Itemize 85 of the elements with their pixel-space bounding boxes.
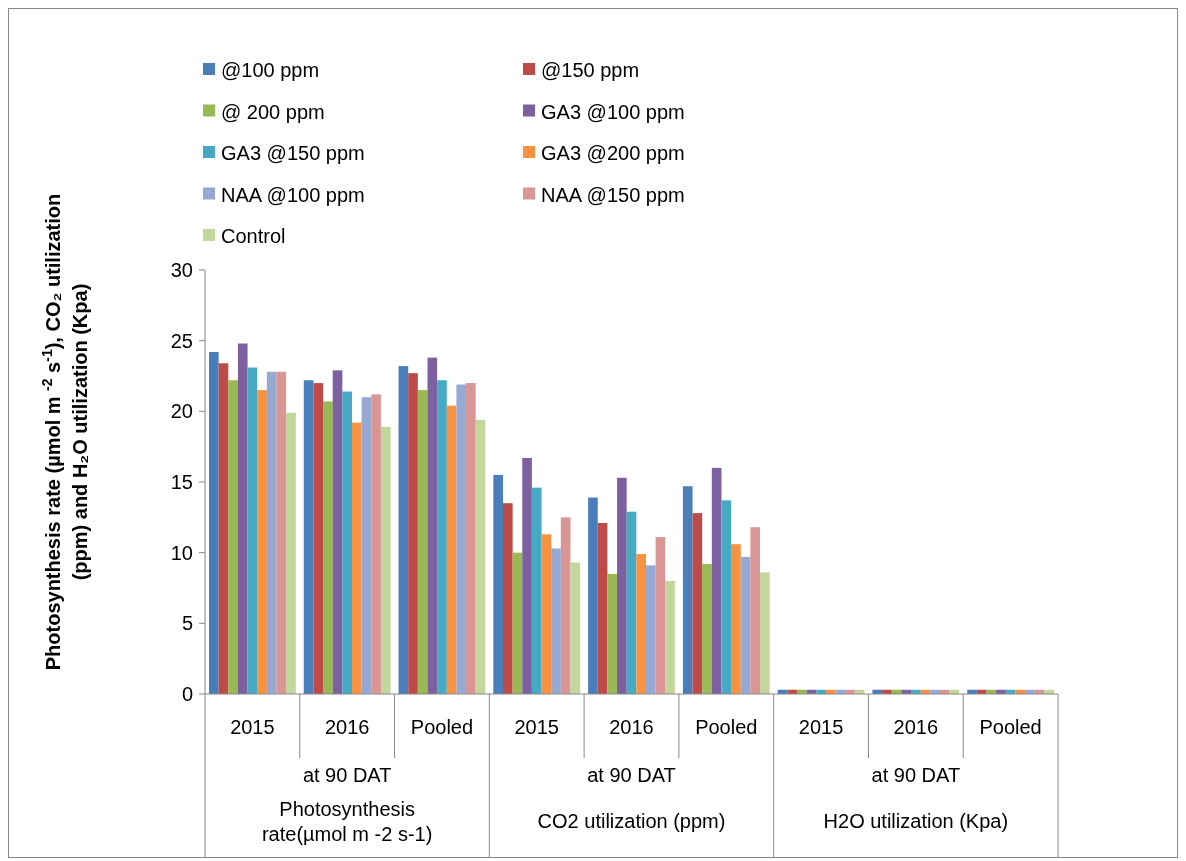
bar — [218, 363, 229, 694]
bar — [228, 380, 238, 694]
y-tick-label: 10 — [170, 541, 193, 564]
legend-label: Control — [221, 225, 286, 247]
text: CO2 utilization (ppm) — [537, 810, 726, 832]
bar — [522, 457, 532, 694]
bar — [408, 373, 418, 694]
bar — [731, 544, 741, 694]
bar — [645, 565, 656, 694]
legend-label: GA3 @150 ppm — [221, 142, 365, 164]
y-tick-label: 25 — [170, 329, 193, 352]
bar — [276, 371, 287, 694]
bar — [750, 527, 761, 694]
x-tick-label: 2016 — [609, 716, 654, 738]
bar — [332, 370, 343, 694]
bar — [313, 383, 324, 694]
bar — [475, 419, 486, 694]
x-tick-label: Pooled — [695, 716, 758, 738]
bar — [247, 367, 258, 694]
legend-label: @150 ppm — [541, 59, 640, 81]
y-tick-label: 20 — [170, 400, 193, 423]
bar — [209, 351, 219, 694]
bar — [588, 497, 598, 694]
bar — [682, 486, 693, 694]
bar — [541, 534, 552, 694]
bar — [551, 548, 561, 694]
bar — [446, 405, 457, 694]
bar — [427, 357, 438, 694]
text: H2O utilization (Kpa) — [823, 810, 1009, 832]
x-tick-label: 2016 — [893, 716, 939, 738]
bar — [466, 383, 476, 694]
y-tick-label: 30 — [170, 259, 193, 281]
bar — [371, 394, 381, 694]
bar — [570, 562, 581, 694]
bar — [597, 522, 608, 694]
bar — [560, 517, 571, 694]
bar — [237, 343, 248, 694]
x-tick-label: Pooled — [410, 716, 474, 738]
bar — [456, 384, 467, 694]
text: at 90 DAT — [587, 764, 676, 786]
text: Photosynthesis rate(µmol m -2 s-1) — [261, 798, 433, 845]
bar — [323, 401, 333, 694]
bar — [266, 371, 277, 694]
x-tick-label: 2015 — [514, 716, 559, 738]
bar — [286, 412, 296, 694]
bar — [351, 422, 362, 694]
bar — [740, 556, 751, 694]
bar — [361, 397, 372, 694]
bar — [711, 467, 722, 694]
x-tick-label: 2015 — [798, 716, 844, 738]
bar — [512, 552, 523, 694]
bar — [398, 366, 409, 694]
legend-label: GA3 @200 ppm — [541, 142, 685, 164]
bar — [617, 477, 627, 694]
bar — [380, 426, 391, 694]
y-tick-label: 0 — [181, 683, 193, 705]
bar — [626, 511, 637, 694]
bar — [437, 380, 447, 694]
bar — [502, 503, 513, 694]
bar — [760, 572, 770, 694]
legend-label: @100 ppm — [221, 59, 320, 81]
bar — [665, 580, 675, 694]
x-tick-label: 2015 — [230, 716, 275, 738]
bar — [257, 390, 267, 694]
x-tick-label: 2016 — [324, 716, 370, 738]
text: at 90 DAT — [871, 764, 961, 786]
bar — [531, 487, 542, 694]
y-tick-label: 5 — [181, 612, 193, 635]
bar — [721, 500, 732, 694]
text: at 90 DAT — [302, 764, 392, 786]
legend-label: NAA @100 ppm — [221, 183, 365, 206]
x-tick-label: Pooled — [979, 716, 1042, 738]
bar — [493, 474, 503, 694]
bar — [417, 390, 428, 694]
bar — [655, 537, 666, 694]
bar — [607, 573, 618, 694]
bar — [636, 554, 646, 694]
bar — [303, 380, 314, 694]
legend-label: @ 200 ppm — [221, 100, 325, 123]
legend-label: NAA @150 ppm — [541, 183, 685, 206]
bar — [342, 391, 352, 694]
y-tick-label: 15 — [170, 471, 193, 493]
bar — [702, 563, 712, 694]
legend-label: GA3 @100 ppm — [541, 100, 685, 123]
bar — [692, 513, 703, 694]
